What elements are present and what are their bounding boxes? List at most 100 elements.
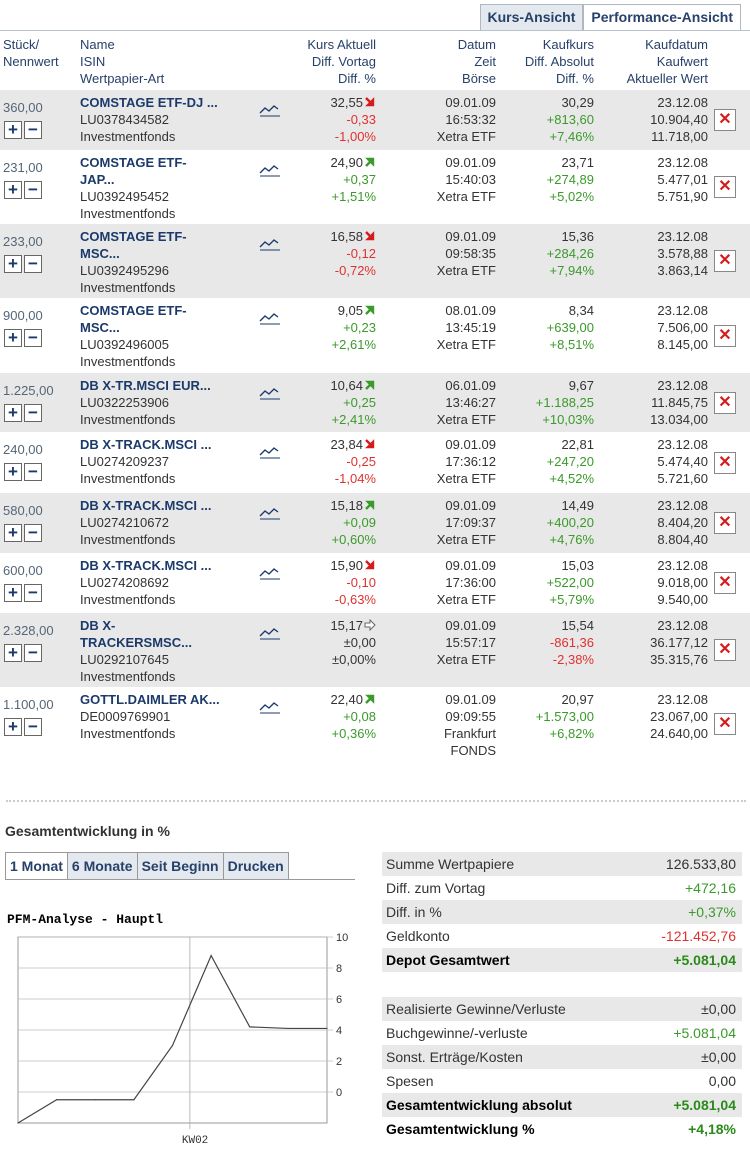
security-type: Investmentfonds: [80, 669, 176, 684]
kurs-aktuell: 32,55: [330, 95, 363, 110]
security-type: Investmentfonds: [80, 532, 176, 547]
delete-icon[interactable]: ✕: [714, 109, 736, 131]
plus-button[interactable]: +: [4, 255, 22, 273]
security-name[interactable]: DB X-TRACK.MSCI ...: [80, 558, 212, 573]
security-name[interactable]: MSC...: [80, 320, 120, 335]
quantity: 1.100,00: [3, 697, 54, 712]
chart-icon[interactable]: [259, 626, 281, 640]
diff-vortag: ±0,00: [343, 635, 376, 650]
plus-button[interactable]: +: [4, 121, 22, 139]
kaufdatum-cell: 23.12.08 5.474,40 5.721,60: [598, 436, 708, 487]
tab-6-monate[interactable]: 6 Monate: [67, 852, 138, 879]
minus-button[interactable]: −: [24, 463, 42, 481]
kurs-aktuell: 16,58: [330, 229, 363, 244]
diff-percent: -0,63%: [334, 592, 376, 607]
chart-icon[interactable]: [259, 103, 281, 117]
plus-button[interactable]: +: [4, 463, 22, 481]
security-type: Investmentfonds: [80, 129, 176, 144]
date: 09.01.09: [445, 498, 496, 513]
diff-percent: +2,61%: [331, 337, 376, 352]
minus-button[interactable]: −: [24, 404, 42, 422]
time: 09:09:55: [445, 709, 496, 724]
diff-vortag: +0,08: [343, 709, 376, 724]
delete-icon[interactable]: ✕: [714, 639, 736, 661]
header-kaufdatum: Kaufdatum Kaufwert Aktueller Wert: [626, 37, 708, 86]
minus-button[interactable]: −: [24, 329, 42, 347]
kaufkurs-cell: 15,54 -861,36 -2,38%: [500, 617, 594, 668]
security-name[interactable]: COMSTAGE ETF-: [80, 155, 187, 170]
tab-kurs-ansicht[interactable]: Kurs-Ansicht: [479, 4, 584, 30]
security-name[interactable]: DB X-TR.MSCI EUR...: [80, 378, 211, 393]
minus-button[interactable]: −: [24, 524, 42, 542]
plus-button[interactable]: +: [4, 524, 22, 542]
minus-button[interactable]: −: [24, 181, 42, 199]
date-cell: 09.01.09 15:57:17 Xetra ETF: [380, 617, 496, 668]
kaufkurs: 14,49: [561, 498, 594, 513]
kaufkurs: 9,67: [568, 378, 594, 393]
delete-icon[interactable]: ✕: [714, 325, 736, 347]
isin: LU0392495296: [80, 263, 169, 278]
plus-button[interactable]: +: [4, 404, 22, 422]
table-row: 900,00 + − COMSTAGE ETF- MSC... LU0392496005 I…: [0, 298, 750, 373]
kaufwert: 23.067,00: [650, 709, 708, 724]
plus-button[interactable]: +: [4, 181, 22, 199]
trend-down-icon: [365, 231, 375, 241]
exchange: FONDS: [450, 743, 497, 758]
delete-icon[interactable]: ✕: [714, 392, 736, 414]
minus-button[interactable]: −: [24, 644, 42, 662]
security-name[interactable]: COMSTAGE ETF-: [80, 303, 187, 318]
chart-icon[interactable]: [259, 386, 281, 400]
plus-button[interactable]: +: [4, 718, 22, 736]
isin: LU0274210672: [80, 515, 169, 530]
chart-icon[interactable]: [259, 506, 281, 520]
diff-percent-total: -2,38%: [552, 652, 594, 667]
date-cell: 09.01.09 16:53:32 Xetra ETF: [380, 94, 496, 145]
tab-drucken[interactable]: Drucken: [223, 852, 289, 879]
security-name[interactable]: COMSTAGE ETF-: [80, 229, 187, 244]
security-name[interactable]: DB X-TRACK.MSCI ...: [80, 437, 212, 452]
plus-button[interactable]: +: [4, 584, 22, 602]
exchange: Xetra ETF: [436, 337, 496, 352]
chart-icon[interactable]: [259, 237, 281, 251]
chart-icon[interactable]: [259, 566, 281, 580]
security-name[interactable]: JAP...: [80, 172, 115, 187]
security-name[interactable]: TRACKERSMSC...: [80, 635, 192, 650]
security-name[interactable]: DB X-: [80, 618, 116, 633]
summary-label: Sonst. Erträge/Kosten: [386, 1049, 523, 1065]
tab-performance-ansicht[interactable]: Performance-Ansicht: [583, 4, 741, 30]
delete-icon[interactable]: ✕: [714, 572, 736, 594]
minus-button[interactable]: −: [24, 718, 42, 736]
trend-down-icon: [365, 97, 375, 107]
security-name[interactable]: DB X-TRACK.MSCI ...: [80, 498, 212, 513]
table-row: 2.328,00 + − DB X- TRACKERSMSC... LU029210764…: [0, 613, 750, 687]
security-name[interactable]: GOTTL.DAIMLER AK...: [80, 692, 220, 707]
summary-label: Realisierte Gewinne/Verluste: [386, 1001, 566, 1017]
data-point: [287, 1027, 289, 1030]
delete-icon[interactable]: ✕: [714, 452, 736, 474]
tab-seit-beginn[interactable]: Seit Beginn: [137, 852, 224, 879]
minus-button[interactable]: −: [24, 255, 42, 273]
chart-icon[interactable]: [259, 700, 281, 714]
date: 09.01.09: [445, 692, 496, 707]
chart-icon[interactable]: [259, 445, 281, 459]
minus-button[interactable]: −: [24, 121, 42, 139]
exchange: Frankfurt: [443, 726, 496, 741]
delete-icon[interactable]: ✕: [714, 512, 736, 534]
aktueller-wert: 11.718,00: [651, 129, 708, 144]
plus-button[interactable]: +: [4, 329, 22, 347]
delete-icon[interactable]: ✕: [714, 176, 736, 198]
security-name[interactable]: COMSTAGE ETF-DJ ...: [80, 95, 218, 110]
table-header: Stück/Nennwert Name ISIN Wertpapier-Art Ku…: [0, 34, 750, 90]
delete-icon[interactable]: ✕: [714, 250, 736, 272]
security-name[interactable]: MSC...: [80, 246, 120, 261]
minus-button[interactable]: −: [24, 584, 42, 602]
plus-button[interactable]: +: [4, 644, 22, 662]
chart-icon[interactable]: [259, 311, 281, 325]
kaufdatum: 23.12.08: [657, 155, 708, 170]
period-tabs: 1 Monat 6 Monate Seit Beginn Drucken: [5, 852, 355, 880]
tab-1-monat[interactable]: 1 Monat: [5, 852, 68, 879]
security-type: Investmentfonds: [80, 412, 176, 427]
chart-icon[interactable]: [259, 163, 281, 177]
delete-icon[interactable]: ✕: [714, 713, 736, 735]
security-name-cell: COMSTAGE ETF-DJ ... LU0378434582 Investmen…: [80, 94, 260, 145]
